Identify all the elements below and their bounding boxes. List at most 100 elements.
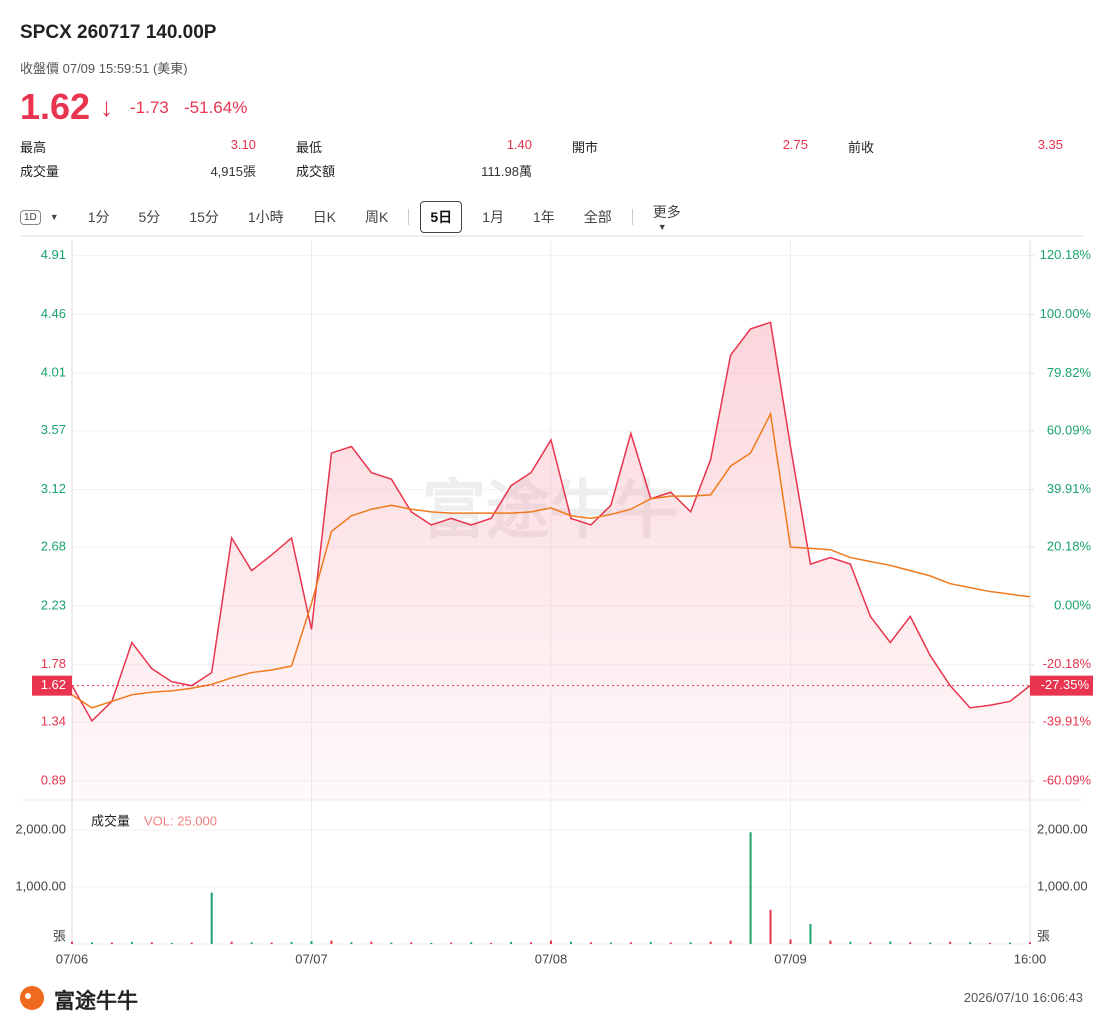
y2-tick-label: -60.09% (1043, 772, 1092, 787)
price: 1.62 (20, 86, 91, 127)
tab[interactable]: 1D (20, 209, 41, 225)
x-tick-label: 07/09 (774, 951, 807, 966)
stat: 成交額 111.98萬 (296, 161, 532, 180)
volume-tick-label: 張 (53, 928, 66, 943)
volume-bar (210, 892, 213, 944)
stat-label: 成交額 (296, 164, 336, 179)
stat: 最高 3.10 (20, 137, 256, 156)
logo-icon (20, 986, 44, 1010)
stat-value: 2.75 (782, 137, 808, 152)
current-pct-box (1030, 675, 1093, 696)
volume-legend: VOL: 25.000 (144, 813, 217, 828)
stat: 開市 2.75 (572, 137, 808, 156)
stat-label: 開市 (572, 140, 599, 155)
y2-tick-label: 100.00% (1040, 306, 1092, 321)
volume-bar (190, 942, 193, 944)
volume-bar (649, 942, 652, 944)
y-tick-label: 2.23 (41, 597, 66, 612)
volume-tick-label: 2,000.00 (15, 821, 66, 836)
subtitle: 收盤價 07/09 15:59:51 (美東) (20, 61, 188, 76)
volume-bar (90, 942, 93, 944)
y-tick-label: 2.68 (41, 539, 66, 554)
volume-bar (729, 940, 732, 944)
y2-tick-label: 0.00% (1054, 597, 1091, 612)
y-tick-label: 1.78 (41, 656, 66, 671)
volume-bar (510, 942, 513, 944)
stat-value: 3.35 (1037, 137, 1063, 152)
volume-bar (909, 942, 912, 944)
volume-bar (270, 942, 273, 944)
volume-bar (569, 941, 572, 944)
tab[interactable]: 周K (365, 209, 389, 225)
stat-value: 111.98萬 (481, 164, 532, 179)
price-line (71, 321, 1031, 723)
y-tick-label: 3.57 (41, 422, 66, 437)
stat-label: 最低 (296, 140, 323, 155)
price-line-area (72, 322, 1030, 800)
volume-bar (390, 942, 393, 944)
tab[interactable]: 日K (312, 209, 337, 225)
current-price-label: 1.62 (41, 677, 66, 692)
volume-title: 成交量 (91, 813, 130, 828)
stat: 成交量 4,915張 (20, 161, 256, 180)
current-pct-label: -27.35% (1041, 677, 1090, 692)
volume-bar (550, 940, 552, 944)
tab[interactable]: 15分 (189, 209, 219, 225)
x-tick-label: 16:00 (1014, 951, 1047, 966)
volume-bar (530, 942, 533, 944)
tab[interactable]: 1年 (532, 209, 555, 225)
stat: 前收 3.35 (848, 137, 1063, 156)
volume-bar (669, 942, 672, 944)
volume-bar (71, 941, 73, 944)
dropdown-caret: ▼ (657, 222, 667, 232)
timestamp: 2026/07/10 16:06:43 (963, 990, 1083, 1005)
tab[interactable]: 全部 (583, 209, 612, 225)
volume-bar (809, 924, 812, 944)
tab[interactable]: 更多 ▼ (652, 204, 681, 232)
stat-label: 成交量 (20, 164, 60, 179)
stat-value: 4,915張 (210, 164, 256, 179)
volume-bar (629, 942, 632, 944)
tab[interactable]: 1分 (87, 209, 110, 225)
separator (631, 209, 633, 225)
volume-bar (789, 939, 792, 944)
volume-bar (949, 941, 952, 944)
y-tick-label: 4.46 (41, 306, 66, 321)
y-tick-label: 3.12 (41, 481, 66, 496)
tab[interactable]: 5分 (138, 209, 161, 225)
volume-bar (470, 942, 473, 944)
y2-tick-label: -20.18% (1043, 656, 1092, 671)
x-tick-label: 07/07 (295, 951, 328, 966)
y-tick-label: 4.01 (41, 365, 66, 380)
volume-bar (849, 941, 852, 944)
volume-bar (250, 942, 253, 944)
volume-bar (450, 942, 453, 944)
separator (408, 209, 410, 225)
stat-label: 前收 (848, 140, 875, 155)
volume-tick-label-right: 1,000.00 (1037, 878, 1088, 893)
change-pct: -51.64% (184, 98, 248, 117)
volume-bar (609, 942, 612, 944)
volume-bar (589, 942, 592, 944)
volume-tick-label-right: 張 (1037, 928, 1050, 943)
volume-bar (110, 942, 113, 944)
volume-bar (969, 942, 972, 944)
volume-bar (230, 941, 233, 944)
volume-bar (889, 941, 892, 944)
tab[interactable]: 1月 (482, 209, 504, 225)
y2-tick-label: -39.91% (1043, 714, 1092, 729)
volume-tick-label: 1,000.00 (15, 878, 66, 893)
x-tick-label: 07/06 (56, 951, 89, 966)
tab[interactable]: 5日 (420, 201, 463, 233)
volume-tick-label-right: 2,000.00 (1037, 821, 1088, 836)
volume-bar (869, 942, 872, 944)
y2-tick-label: 60.09% (1047, 422, 1092, 437)
y2-tick-label: 20.18% (1047, 539, 1092, 554)
volume-bar (130, 942, 133, 944)
volume-bar (350, 942, 353, 944)
volume-bar (1009, 942, 1012, 944)
tab[interactable]: 1小時 (247, 209, 284, 225)
x-tick-label: 07/08 (535, 951, 568, 966)
